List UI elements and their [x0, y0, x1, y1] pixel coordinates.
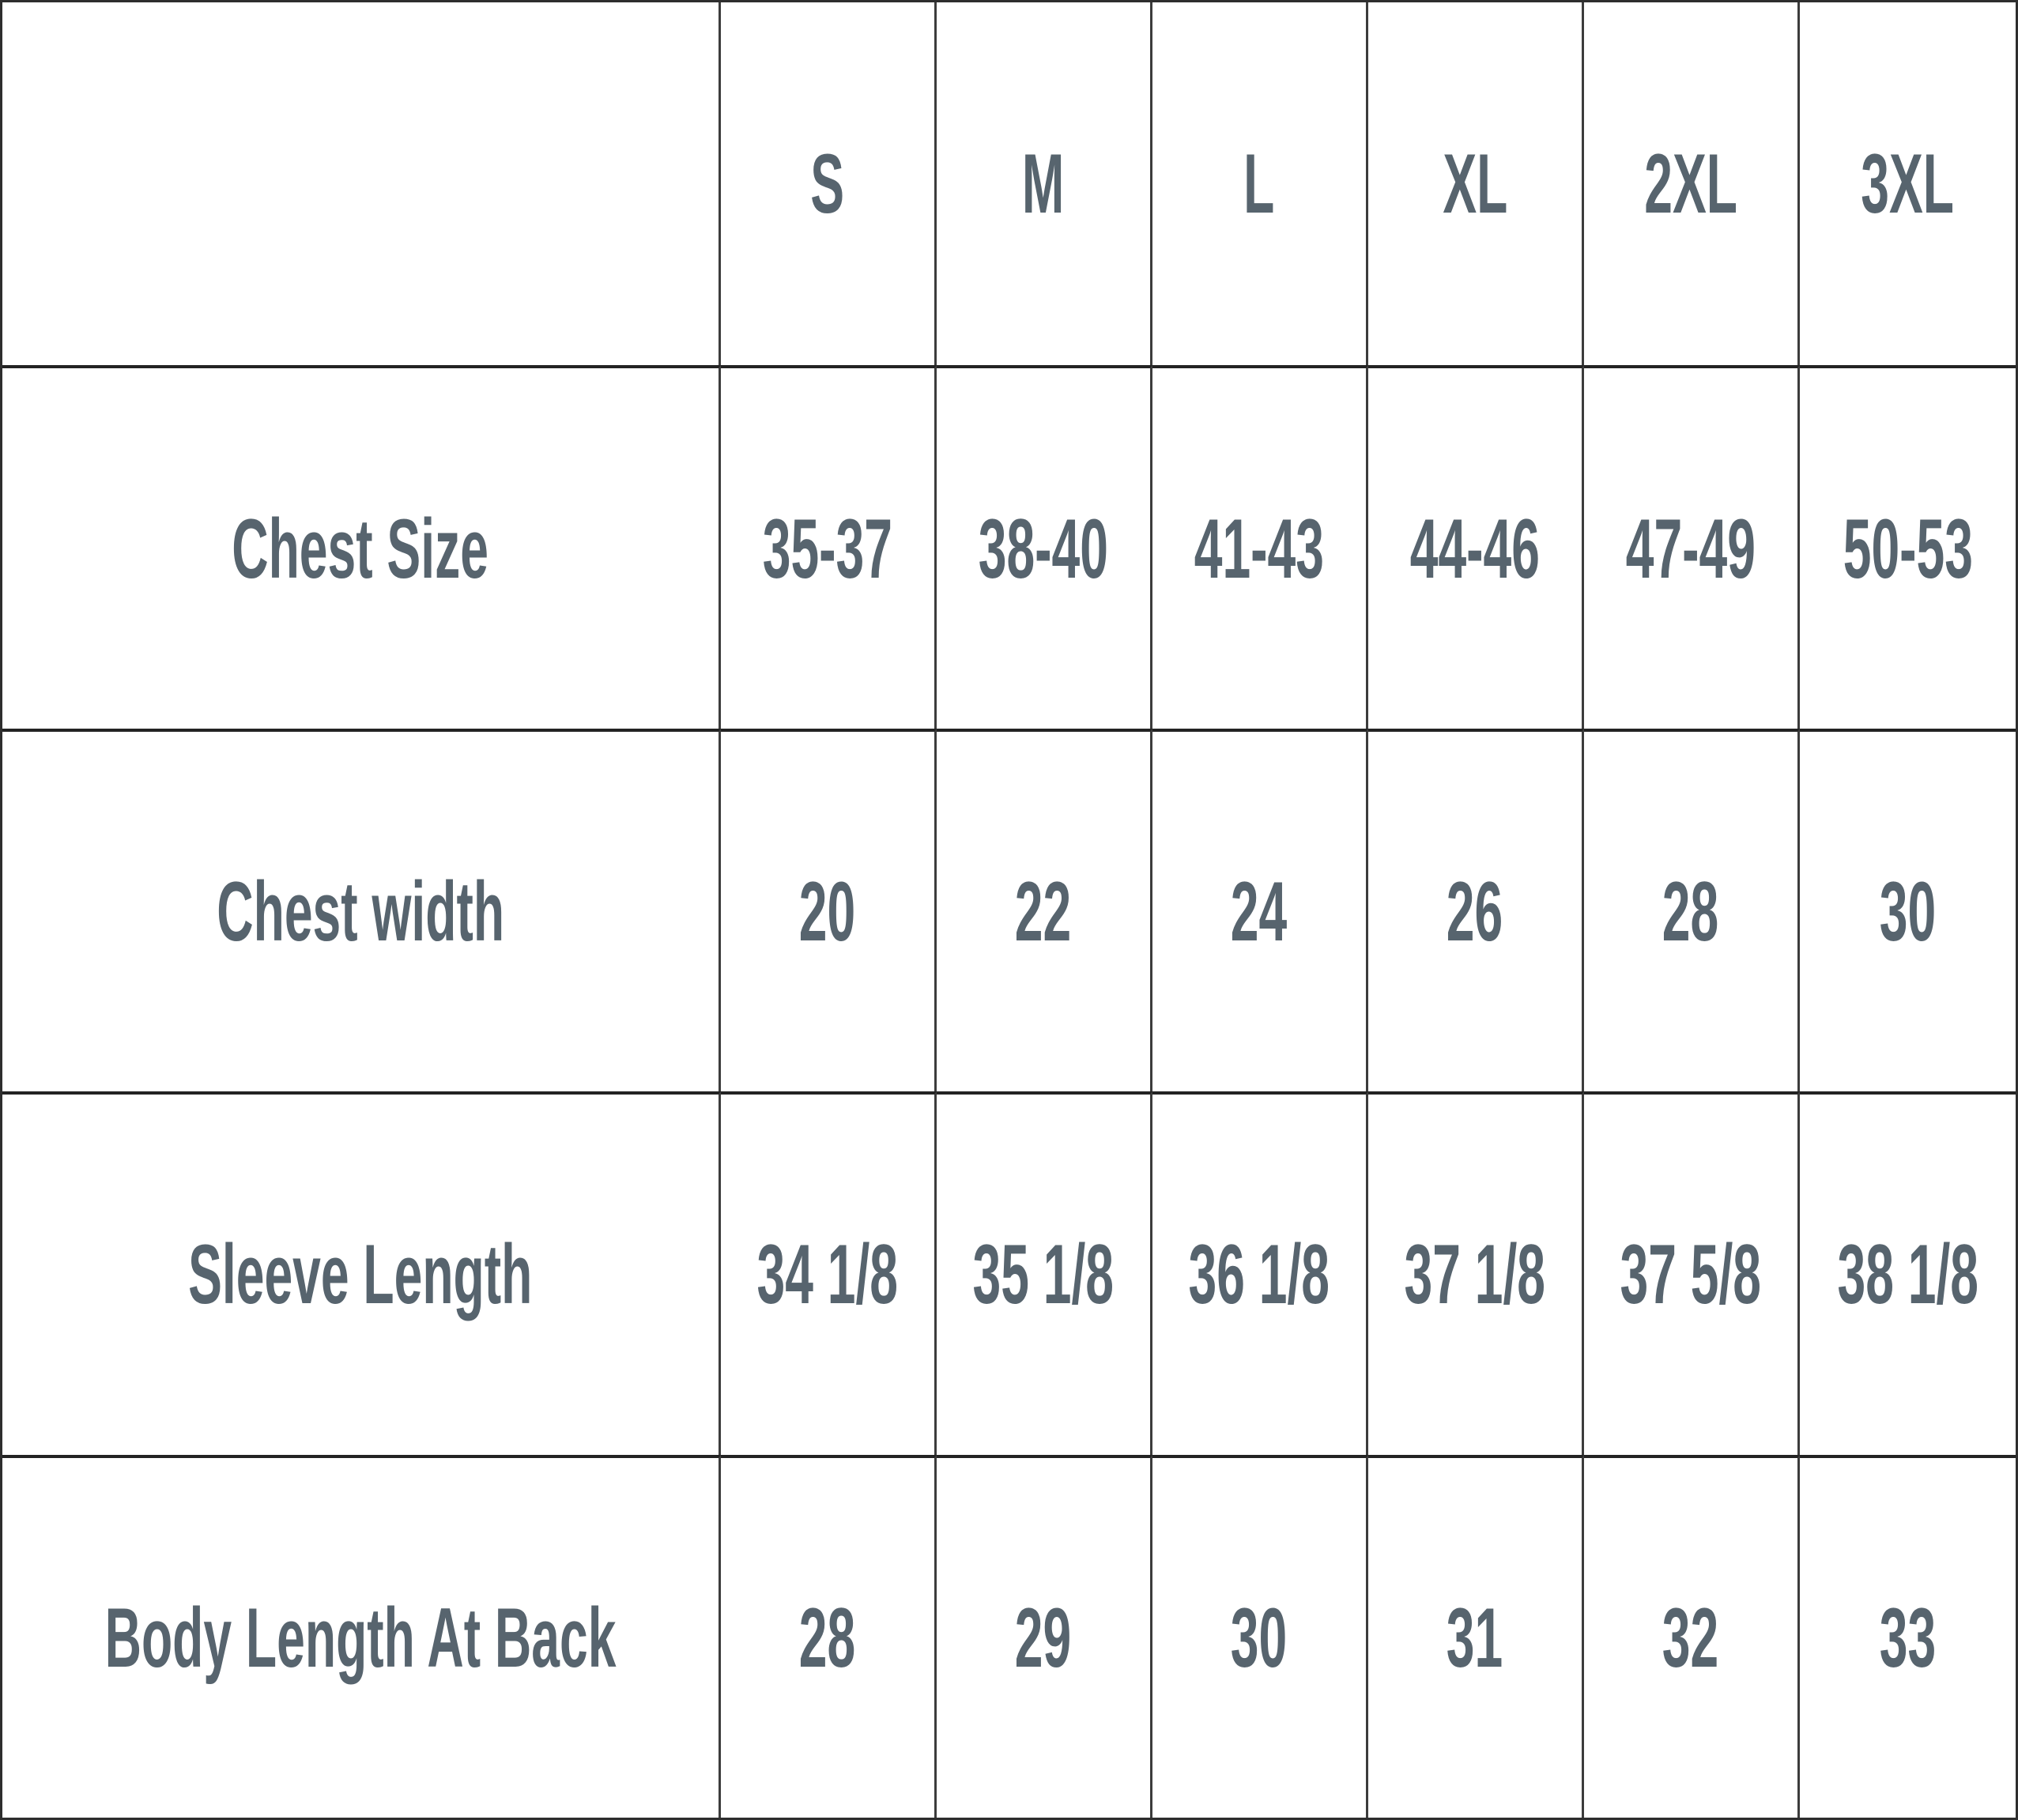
cell-body-length-2xl: 32 [1583, 1454, 1800, 1818]
cell-chest-size-m-text: 38-40 [978, 500, 1108, 596]
header-s-label: S [810, 136, 845, 232]
header-3xl: 3XL [1800, 2, 2016, 365]
row-label-chest-size-text: Chest Size [232, 500, 489, 596]
cell-chest-width-xl: 26 [1367, 728, 1584, 1092]
cell-sleeve-length-xl-text: 37 1/8 [1404, 1227, 1546, 1322]
row-label-sleeve-length: Sleeve Length [2, 1091, 721, 1455]
row-label-chest-size: Chest Size [2, 365, 721, 729]
row-label-chest-width-text: Chest width [216, 863, 504, 959]
cell-chest-width-l-text: 24 [1231, 863, 1288, 959]
row-label-chest-width: Chest width [2, 728, 721, 1092]
cell-sleeve-length-3xl-text: 38 1/8 [1837, 1227, 1978, 1322]
cell-chest-size-2xl-text: 47-49 [1625, 500, 1756, 596]
header-2xl: 2XL [1584, 2, 1800, 366]
cell-sleeve-length-s: 34 1/8 [720, 1091, 937, 1455]
cell-chest-size-3xl-text: 50-53 [1843, 500, 1973, 596]
cell-sleeve-length-m: 35 1/8 [936, 1091, 1152, 1455]
cell-chest-size-s: 35-37 [720, 365, 937, 729]
row-label-body-length-at-back: Body Length At Back [2, 1454, 721, 1818]
cell-chest-width-xl-text: 26 [1447, 863, 1503, 959]
cell-body-length-m: 29 [936, 1454, 1152, 1818]
row-label-body-length-at-back-text: Body Length At Back [104, 1589, 617, 1685]
cell-sleeve-length-2xl: 37 5/8 [1583, 1091, 1800, 1455]
cell-body-length-2xl-text: 32 [1662, 1589, 1719, 1685]
cell-sleeve-length-s-text: 34 1/8 [756, 1227, 899, 1322]
cell-chest-width-l: 24 [1152, 728, 1368, 1092]
cell-sleeve-length-3xl: 38 1/8 [1799, 1091, 2016, 1454]
header-l-label: L [1243, 136, 1275, 232]
cell-chest-size-s-text: 35-37 [762, 500, 892, 596]
cell-chest-width-3xl-text: 30 [1879, 863, 1937, 959]
cell-body-length-l-text: 30 [1231, 1589, 1288, 1685]
corner-cell [2, 2, 721, 366]
header-2xl-label: 2XL [1644, 136, 1737, 232]
header-3xl-label: 3XL [1861, 136, 1955, 232]
header-xl: XL [1368, 2, 1584, 366]
cell-sleeve-length-m-text: 35 1/8 [972, 1227, 1115, 1322]
cell-chest-width-s: 20 [720, 728, 937, 1092]
cell-chest-size-l: 41-43 [1152, 365, 1368, 729]
cell-chest-size-m: 38-40 [936, 365, 1152, 729]
header-l: L [1152, 2, 1368, 366]
cell-body-length-s: 28 [720, 1454, 937, 1818]
cell-chest-width-2xl-text: 28 [1662, 863, 1719, 959]
cell-chest-width-s-text: 20 [799, 863, 856, 959]
cell-body-length-xl: 31 [1367, 1454, 1584, 1818]
header-m: M [937, 2, 1152, 366]
cell-chest-size-xl-text: 44-46 [1409, 500, 1540, 596]
cell-chest-size-xl: 44-46 [1367, 365, 1584, 729]
cell-body-length-l: 30 [1152, 1454, 1368, 1818]
header-s: S [721, 2, 937, 366]
cell-body-length-3xl-text: 33 [1879, 1589, 1937, 1685]
cell-sleeve-length-l: 36 1/8 [1152, 1091, 1368, 1455]
cell-body-length-xl-text: 31 [1447, 1589, 1503, 1685]
cell-chest-width-2xl: 28 [1583, 728, 1800, 1092]
cell-chest-size-3xl: 50-53 [1799, 365, 2016, 728]
cell-chest-size-2xl: 47-49 [1583, 365, 1800, 729]
cell-sleeve-length-xl: 37 1/8 [1367, 1091, 1584, 1455]
cell-body-length-s-text: 28 [799, 1589, 856, 1685]
header-xl-label: XL [1442, 136, 1507, 232]
cell-sleeve-length-2xl-text: 37 5/8 [1620, 1227, 1762, 1322]
cell-sleeve-length-l-text: 36 1/8 [1188, 1227, 1330, 1322]
cell-body-length-3xl: 33 [1799, 1454, 2016, 1818]
header-m-label: M [1022, 136, 1065, 232]
cell-chest-width-3xl: 30 [1799, 728, 2016, 1091]
cell-chest-width-m-text: 22 [1015, 863, 1072, 959]
cell-body-length-m-text: 29 [1015, 1589, 1072, 1685]
cell-chest-size-l-text: 41-43 [1194, 500, 1324, 596]
cell-chest-width-m: 22 [936, 728, 1152, 1092]
row-label-sleeve-length-text: Sleeve Length [188, 1227, 533, 1322]
